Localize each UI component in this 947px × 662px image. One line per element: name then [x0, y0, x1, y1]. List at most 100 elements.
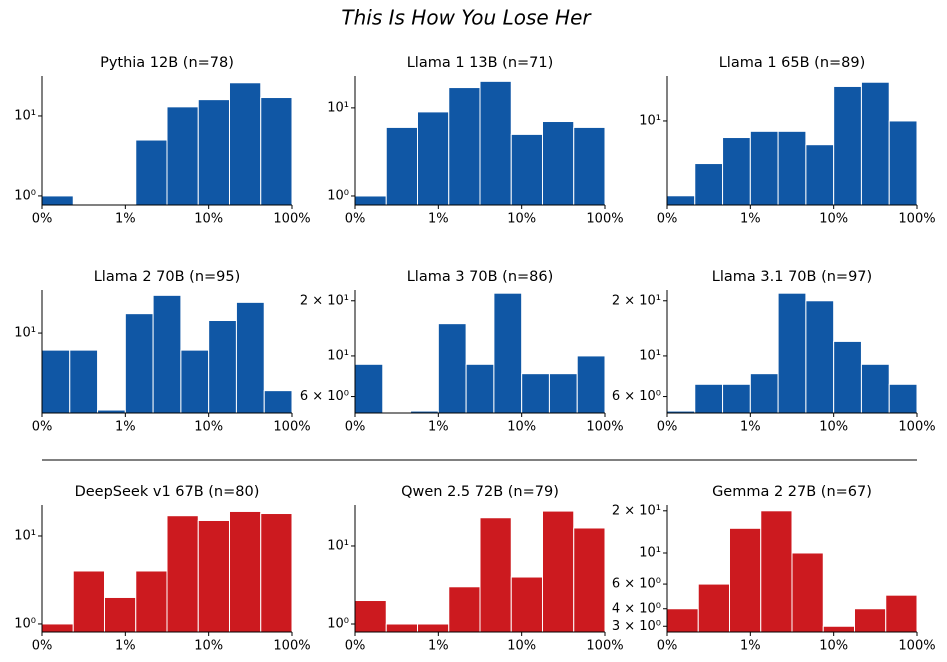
bar: [777, 292, 807, 414]
subplot-title: Llama 1 13B (n=71): [407, 55, 554, 71]
x-tick-label: 10%: [194, 639, 223, 654]
x-tick-label: 100%: [898, 212, 935, 227]
bar: [694, 383, 724, 414]
subplot-title: Llama 1 65B (n=89): [719, 55, 866, 71]
x-tick-label: 10%: [194, 420, 223, 435]
bar: [805, 144, 835, 206]
bar: [479, 80, 512, 206]
bar: [760, 510, 793, 633]
bar: [493, 292, 523, 414]
bar: [354, 363, 384, 414]
x-tick-label: 1%: [428, 212, 449, 227]
bar: [573, 527, 606, 633]
x-tick-label: 10%: [819, 420, 848, 435]
bar: [260, 97, 293, 206]
y-tick-label: 4 × 10⁰: [612, 601, 661, 616]
x-tick-label: 1%: [115, 639, 136, 654]
bar: [888, 120, 918, 206]
y-tick-label: 10⁰: [14, 616, 36, 631]
x-tick-label: 100%: [586, 420, 623, 435]
subplot-title: Qwen 2.5 72B (n=79): [401, 484, 559, 500]
bar: [354, 600, 387, 633]
bar: [548, 373, 578, 414]
x-tick-label: 0%: [345, 420, 366, 435]
x-tick-label: 0%: [657, 212, 678, 227]
bar: [41, 623, 74, 633]
bar: [777, 130, 807, 206]
subplot-title: DeepSeek v1 67B (n=80): [75, 484, 260, 500]
bar: [180, 349, 210, 414]
x-tick-label: 10%: [507, 212, 536, 227]
bar: [228, 82, 262, 206]
y-tick-label: 10¹: [639, 113, 661, 128]
subplot-title: Llama 3.1 70B (n=97): [712, 269, 872, 285]
x-tick-label: 100%: [273, 420, 310, 435]
y-tick-label: 10⁰: [14, 188, 36, 203]
bar: [694, 163, 724, 206]
bar: [260, 513, 293, 633]
bar: [541, 510, 575, 633]
bar: [728, 527, 762, 633]
x-tick-label: 1%: [740, 420, 761, 435]
bar: [72, 570, 105, 633]
bar: [448, 87, 481, 206]
x-tick-label: 0%: [657, 639, 678, 654]
bar: [135, 570, 168, 633]
bar: [235, 301, 265, 414]
y-tick-label: 10¹: [14, 326, 36, 341]
bar: [41, 349, 71, 414]
bar: [385, 623, 418, 633]
x-tick-label: 0%: [32, 212, 53, 227]
x-tick-label: 100%: [898, 420, 935, 435]
bar: [833, 340, 862, 414]
x-tick-label: 100%: [898, 639, 935, 654]
y-tick-label: 10¹: [14, 108, 36, 123]
bar: [697, 583, 730, 633]
figure-title: This Is How You Lose Her: [341, 6, 592, 30]
bar: [166, 515, 199, 633]
bar: [416, 111, 450, 206]
bar: [510, 133, 543, 206]
x-tick-label: 0%: [345, 639, 366, 654]
y-tick-label: 3 × 10⁰: [612, 619, 661, 634]
bar: [437, 323, 467, 414]
x-tick-label: 0%: [32, 420, 53, 435]
bar: [152, 294, 182, 414]
bar: [573, 126, 606, 206]
bar: [69, 349, 99, 414]
bar: [166, 106, 199, 206]
bar: [135, 139, 168, 206]
bar: [833, 85, 862, 206]
x-tick-label: 100%: [586, 212, 623, 227]
x-tick-label: 1%: [428, 420, 449, 435]
bar: [510, 576, 543, 633]
x-tick-label: 1%: [740, 639, 761, 654]
bar: [722, 137, 751, 206]
bar: [576, 355, 606, 414]
y-tick-label: 10¹: [327, 348, 349, 363]
x-tick-label: 1%: [115, 212, 136, 227]
y-tick-label: 10¹: [639, 348, 661, 363]
bar: [41, 195, 74, 206]
bar: [791, 552, 824, 633]
bar: [853, 608, 887, 633]
y-tick-label: 10¹: [639, 545, 661, 560]
y-tick-label: 10¹: [327, 538, 349, 553]
bar: [354, 195, 387, 206]
bar: [749, 130, 779, 206]
bar: [103, 596, 137, 633]
bar: [749, 373, 779, 414]
y-tick-label: 6 × 10⁰: [612, 577, 661, 592]
x-tick-label: 100%: [586, 639, 623, 654]
x-tick-label: 10%: [819, 639, 848, 654]
y-tick-label: 2 × 10¹: [612, 503, 661, 518]
bar: [888, 383, 918, 414]
x-tick-label: 0%: [345, 212, 366, 227]
y-tick-label: 10⁰: [327, 617, 349, 632]
subplot-title: Pythia 12B (n=78): [100, 55, 234, 71]
bar: [521, 373, 550, 414]
bar: [197, 519, 230, 633]
y-tick-label: 10¹: [14, 528, 36, 543]
bar: [541, 121, 575, 206]
